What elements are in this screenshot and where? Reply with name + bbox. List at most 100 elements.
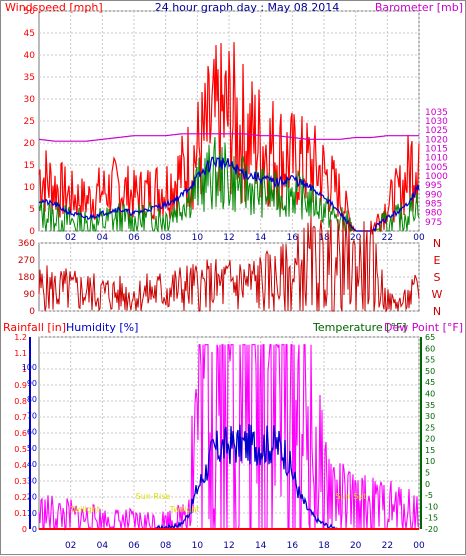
wind-tick-label: 10: [24, 183, 36, 193]
temperature-tick-label: 35: [425, 401, 435, 410]
temperature-tick-label: 30: [425, 412, 435, 421]
x-tick-label: 10: [192, 233, 204, 243]
temperature-tick-label: -20: [425, 525, 438, 534]
graph-title: 24 hour graph day : May 08 2014: [155, 1, 340, 14]
rain-tick-label: 0: [22, 525, 27, 534]
direction-tick-label: 180: [18, 273, 35, 283]
rain-tick-label: 0.1: [14, 509, 27, 518]
baro-tick-label: 1015: [425, 145, 448, 155]
x-tick-label: 06: [128, 233, 140, 243]
series-barometer: [38, 133, 419, 142]
rain-tick-label: 0.6: [14, 429, 27, 438]
wind-tick-label: 35: [24, 73, 35, 83]
humidity-tick-label: 60: [27, 428, 37, 437]
humidity-tick-label: 0: [32, 525, 37, 534]
temperature-tick-label: 15: [425, 446, 435, 455]
humidity-tick-label: 90: [27, 379, 37, 388]
x-tick-label: 08: [160, 233, 172, 243]
baro-tick-label: 985: [425, 200, 442, 210]
x-tick-label: 02: [65, 541, 76, 551]
wind-tick-label: 45: [24, 29, 35, 39]
temperature-axis-title: Temperature [°F]: [312, 321, 407, 334]
humidity-tick-label: 80: [27, 395, 37, 404]
rain-tick-label: 0.4: [14, 461, 27, 470]
rain-tick-label: 1.2: [14, 333, 27, 342]
humidity-tick-label: 30: [27, 476, 37, 485]
direction-tick-label: 270: [18, 256, 35, 266]
baro-tick-label: 1010: [425, 154, 448, 164]
baro-tick-label: 1025: [425, 126, 448, 136]
x-tick-label: 00: [413, 233, 425, 243]
x-tick-label: 18: [318, 233, 330, 243]
x-tick-label: 18: [318, 541, 330, 551]
humidity-tick-label: 40: [27, 460, 37, 469]
temperature-tick-label: 10: [425, 457, 435, 466]
temperature-tick-label: 20: [425, 435, 435, 444]
temperature-tick-label: -5: [425, 491, 433, 500]
compass-tick-label: S: [434, 271, 441, 284]
direction-tick-label: 0: [29, 307, 35, 317]
rain-tick-label: 0.7: [14, 413, 27, 422]
annotation-label: Twilight: [169, 505, 200, 514]
x-tick-label: 12: [223, 233, 234, 243]
compass-tick-label: N: [433, 305, 441, 318]
compass-tick-label: N: [433, 237, 441, 250]
series-average: [38, 156, 420, 233]
x-tick-label: 16: [287, 233, 299, 243]
temperature-tick-label: 65: [425, 333, 435, 342]
temperature-tick-label: 45: [425, 378, 435, 387]
temperature-tick-label: -10: [425, 502, 438, 511]
rainfall-axis-title: Rainfall [in]: [3, 321, 66, 334]
baro-tick-label: 1000: [425, 172, 448, 182]
x-tick-label: 14: [255, 541, 267, 551]
temperature-tick-label: 25: [425, 423, 435, 432]
rain-tick-label: 0.2: [14, 493, 27, 502]
baro-tick-label: 1005: [425, 163, 448, 173]
wind-tick-label: 40: [24, 51, 36, 61]
humidity-axis-title: Humidity [%]: [66, 321, 138, 334]
wind-tick-label: 15: [24, 161, 35, 171]
baro-tick-label: 995: [425, 181, 442, 191]
direction-tick-label: 360: [18, 239, 35, 249]
rain-tick-label: 0.5: [14, 445, 27, 454]
baro-tick-label: 990: [425, 190, 442, 200]
baro-tick-label: 975: [425, 218, 442, 228]
x-tick-label: 08: [160, 541, 172, 551]
baro-tick-label: 980: [425, 209, 442, 219]
rain-tick-label: 0.8: [14, 397, 27, 406]
x-tick-label: 04: [97, 541, 109, 551]
dewpoint-axis-title: Dew Point [°F]: [384, 321, 463, 334]
temperature-tick-label: 5: [425, 469, 430, 478]
rain-tick-label: 1: [22, 365, 27, 374]
annotation-label: Sun Rise: [136, 492, 171, 501]
x-tick-label: 04: [97, 233, 109, 243]
x-tick-label: 22: [382, 233, 393, 243]
rain-tick-label: 0.3: [14, 477, 27, 486]
baro-tick-label: 1030: [425, 117, 448, 127]
humidity-tick-label: 50: [27, 444, 37, 453]
temperature-tick-label: 60: [425, 344, 435, 353]
wind-tick-label: 25: [24, 117, 35, 127]
direction-tick-label: 90: [24, 290, 36, 300]
x-tick-label: 00: [413, 541, 425, 551]
rain-tick-label: 0.9: [14, 381, 27, 390]
temperature-tick-label: -15: [425, 514, 438, 523]
x-tick-label: 16: [287, 541, 299, 551]
humidity-tick-label: 20: [27, 493, 37, 502]
annotation-label: Twilight: [69, 505, 100, 514]
baro-tick-label: 1035: [425, 108, 448, 118]
wind-tick-label: 30: [24, 95, 36, 105]
wind-tick-label: 20: [24, 139, 36, 149]
temperature-tick-label: 55: [425, 356, 435, 365]
annotation-label: Sun Set: [335, 492, 366, 501]
series-direction: [38, 215, 420, 313]
baro-tick-label: 1020: [425, 135, 448, 145]
humidity-tick-label: 10: [27, 509, 37, 518]
humidity-tick-label: 70: [27, 411, 37, 420]
x-tick-label: 20: [350, 541, 362, 551]
x-tick-label: 20: [350, 233, 362, 243]
wind-tick-label: 0: [29, 227, 35, 237]
temperature-tick-label: 40: [425, 389, 435, 398]
